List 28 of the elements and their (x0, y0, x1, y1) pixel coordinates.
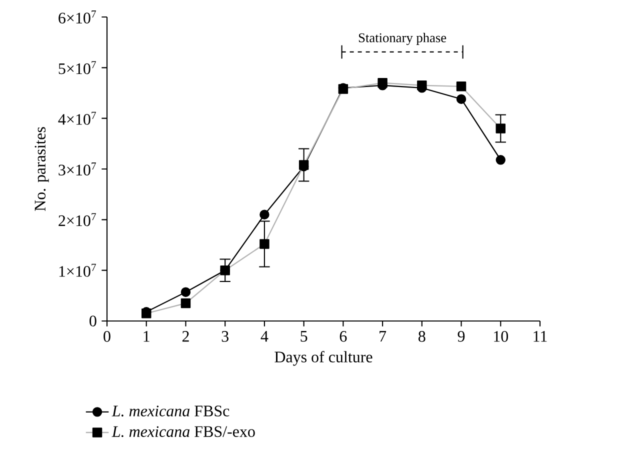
x-tick-label: 8 (418, 331, 426, 342)
x-tick-label: 0 (104, 331, 110, 342)
y-tick-label: 4×10$^{7}$ (58, 112, 96, 125)
point (456, 94, 466, 104)
point (260, 210, 270, 220)
y-tick-label: 2×10$^{7}$ (58, 213, 96, 226)
y-tick-label: 3×10$^{7}$ (58, 162, 96, 176)
y-tick-label: 1×10$^{7}$ (59, 264, 96, 277)
x-tick-label: 4 (260, 331, 268, 342)
x-tick-label: 1 (144, 331, 150, 342)
legend-label: L. mexicana FBSc (112, 406, 230, 416)
x-tick-label: 3 (222, 331, 228, 342)
x-tick-label: 10 (494, 331, 508, 342)
x-tick-label: 11 (534, 331, 547, 342)
x-axis-title: Days of culture (274, 350, 372, 366)
legend-label: L. mexicana FBS/-exo (112, 426, 255, 438)
x-tick-label: 5 (300, 331, 308, 342)
point (496, 155, 506, 165)
y-tick-label: 5×10$^{7}$ (58, 61, 96, 74)
x-tick-label: 7 (380, 331, 386, 342)
x-tick-label: 9 (458, 331, 465, 342)
x-tick-label: 2 (182, 331, 189, 342)
y-tick-label: 6×10$^{7}$ (58, 10, 96, 24)
annotation: Stationary phase (358, 32, 446, 46)
point (180, 287, 191, 297)
x-tick-label: 6 (340, 331, 347, 342)
y-axis-title: No. parasites (34, 127, 49, 211)
y-tick-label: 0 (90, 316, 96, 326)
